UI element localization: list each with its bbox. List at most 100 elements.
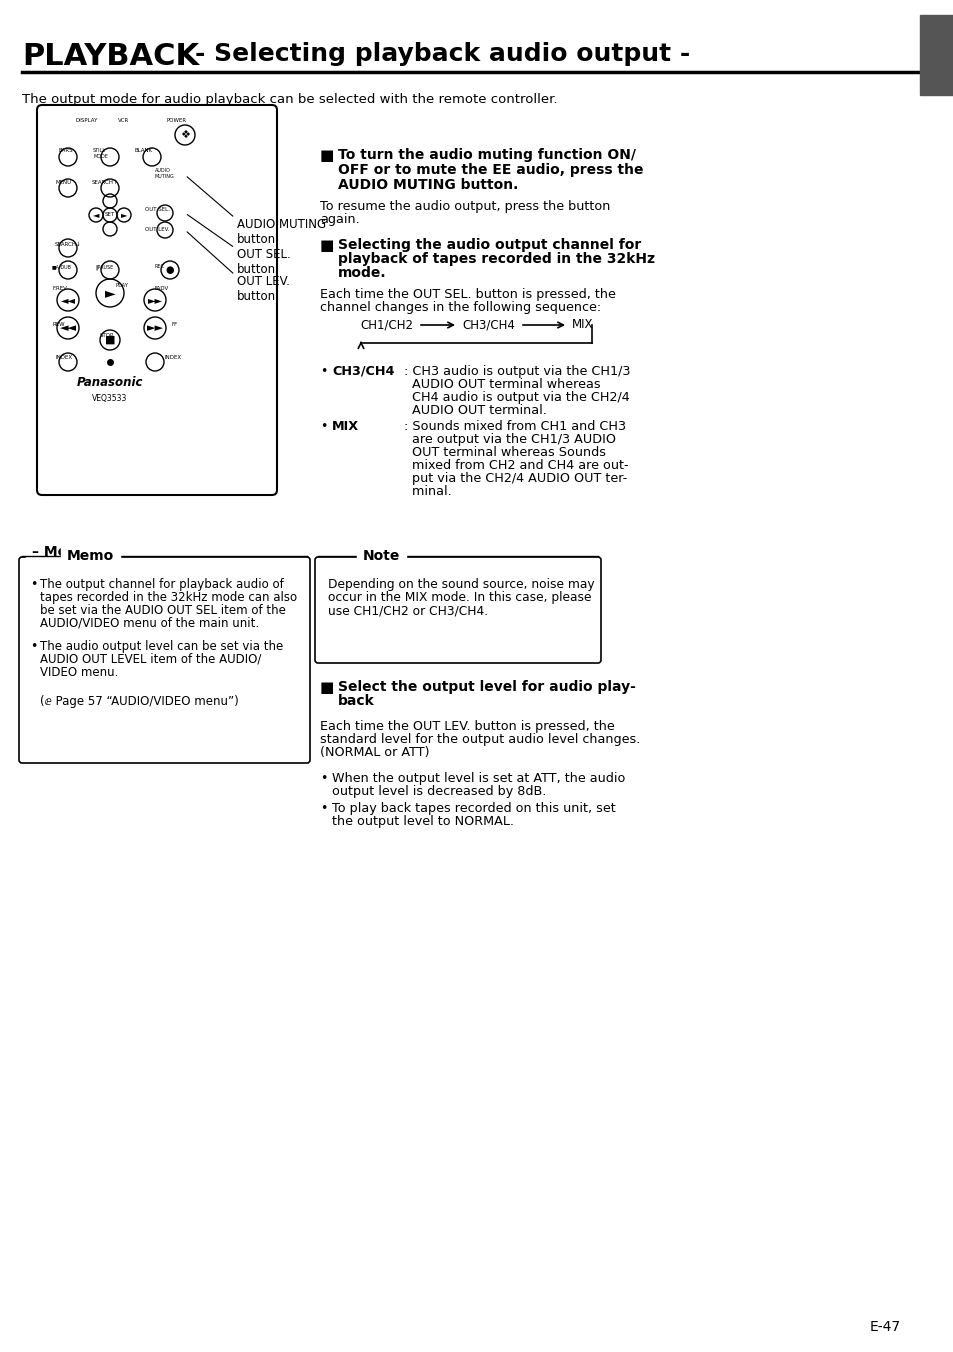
Text: SET: SET (105, 212, 115, 218)
Text: To play back tapes recorded on this unit, set: To play back tapes recorded on this unit… (332, 802, 615, 815)
Text: Select the output level for audio play-: Select the output level for audio play- (337, 680, 636, 694)
Text: – Memo –: – Memo – (32, 545, 103, 558)
Text: ►: ► (105, 287, 115, 300)
Text: POWER: POWER (167, 118, 187, 123)
Text: mode.: mode. (337, 266, 386, 280)
Text: Memo: Memo (67, 549, 114, 562)
Text: PLAY: PLAY (115, 283, 128, 288)
Text: ►►: ►► (147, 323, 163, 333)
Text: ►: ► (121, 211, 127, 219)
Text: OFF or to mute the EE audio, press the: OFF or to mute the EE audio, press the (337, 164, 643, 177)
Text: occur in the MIX mode. In this case, please: occur in the MIX mode. In this case, ple… (328, 591, 591, 604)
Text: SEARCH↑: SEARCH↑ (91, 180, 118, 185)
Text: playback of tapes recorded in the 32kHz: playback of tapes recorded in the 32kHz (337, 251, 655, 266)
Text: BARS: BARS (58, 147, 72, 153)
Text: OUT SEL.
button: OUT SEL. button (236, 247, 291, 276)
Text: AUDIO
MUTING: AUDIO MUTING (154, 168, 174, 178)
Text: FADV: FADV (154, 287, 169, 291)
Text: ■: ■ (319, 680, 334, 695)
Text: CH3/CH4: CH3/CH4 (332, 365, 395, 379)
Text: To resume the audio output, press the button: To resume the audio output, press the bu… (319, 200, 610, 214)
Text: F.REV: F.REV (52, 287, 67, 291)
Text: •: • (319, 365, 327, 379)
Text: mixed from CH2 and CH4 are out-: mixed from CH2 and CH4 are out- (403, 458, 628, 472)
Text: ■: ■ (319, 238, 334, 253)
Text: •: • (319, 802, 327, 815)
Text: STILL
MODE: STILL MODE (92, 147, 108, 158)
Text: INDEX: INDEX (55, 356, 72, 360)
Text: Note: Note (363, 549, 400, 562)
Text: AUDIO OUT terminal.: AUDIO OUT terminal. (403, 404, 546, 416)
Text: •: • (30, 639, 37, 653)
Text: STOP: STOP (100, 333, 114, 338)
Text: minal.: minal. (403, 485, 452, 498)
Text: ■: ■ (319, 147, 334, 164)
Text: OUT terminal whereas Sounds: OUT terminal whereas Sounds (403, 446, 605, 458)
Text: AUDIO OUT terminal whereas: AUDIO OUT terminal whereas (403, 379, 600, 391)
Text: Panasonic: Panasonic (76, 376, 143, 388)
Text: OUT LEV.
button: OUT LEV. button (236, 274, 290, 303)
Text: Depending on the sound source, noise may: Depending on the sound source, noise may (328, 579, 594, 591)
FancyBboxPatch shape (19, 557, 310, 763)
Text: The output channel for playback audio of: The output channel for playback audio of (40, 579, 283, 591)
Text: AUDIO MUTING button.: AUDIO MUTING button. (337, 178, 517, 192)
Bar (919, 15, 953, 95)
Text: put via the CH2/4 AUDIO OUT ter-: put via the CH2/4 AUDIO OUT ter- (403, 472, 626, 485)
Text: BLANK: BLANK (135, 147, 153, 153)
Text: OUT LEV.: OUT LEV. (145, 227, 170, 233)
Text: CH3/CH4: CH3/CH4 (461, 319, 515, 331)
Text: •: • (30, 579, 37, 591)
FancyBboxPatch shape (314, 557, 600, 662)
Text: To turn the audio muting function ON/: To turn the audio muting function ON/ (337, 147, 636, 162)
Text: standard level for the output audio level changes.: standard level for the output audio leve… (319, 733, 639, 746)
Text: again.: again. (319, 214, 359, 226)
Text: ◄: ◄ (92, 211, 99, 219)
Text: CH4 audio is output via the CH2/4: CH4 audio is output via the CH2/4 (403, 391, 629, 404)
Text: output level is decreased by 8dB.: output level is decreased by 8dB. (332, 786, 546, 798)
Text: CH1/CH2: CH1/CH2 (359, 319, 413, 331)
Text: VIDEO menu.: VIDEO menu. (40, 667, 118, 679)
Text: AUDIO OUT LEVEL item of the AUDIO/: AUDIO OUT LEVEL item of the AUDIO/ (40, 653, 261, 667)
Text: ■A.DUB: ■A.DUB (52, 264, 71, 269)
Text: - Selecting playback audio output -: - Selecting playback audio output - (194, 42, 690, 66)
Text: SEARCH↓: SEARCH↓ (55, 242, 82, 247)
Text: channel changes in the following sequence:: channel changes in the following sequenc… (319, 301, 600, 314)
Text: AUDIO/VIDEO menu of the main unit.: AUDIO/VIDEO menu of the main unit. (40, 617, 259, 630)
Text: be set via the AUDIO OUT SEL item of the: be set via the AUDIO OUT SEL item of the (40, 604, 286, 617)
Text: ►►: ►► (148, 295, 162, 306)
Text: OUT SEL.: OUT SEL. (145, 207, 170, 212)
Text: ◄◄: ◄◄ (60, 295, 75, 306)
Text: MIX: MIX (332, 420, 358, 433)
Text: ❖: ❖ (180, 130, 190, 141)
Text: (NORMAL or ATT): (NORMAL or ATT) (319, 746, 429, 758)
Text: : Sounds mixed from CH1 and CH3: : Sounds mixed from CH1 and CH3 (403, 420, 625, 433)
Text: REC: REC (154, 264, 165, 269)
Text: •: • (319, 772, 327, 786)
Text: ●: ● (166, 265, 174, 274)
Text: DISPLAY: DISPLAY (75, 118, 97, 123)
Text: FF: FF (172, 322, 178, 327)
Text: PLAYBACK: PLAYBACK (22, 42, 199, 72)
Text: back: back (337, 694, 375, 708)
Text: MIX: MIX (572, 319, 593, 331)
FancyBboxPatch shape (37, 105, 276, 495)
Text: MENU: MENU (55, 180, 71, 185)
Text: : CH3 audio is output via the CH1/3: : CH3 audio is output via the CH1/3 (403, 365, 630, 379)
Text: ‖PAUSE: ‖PAUSE (95, 264, 113, 269)
Text: Selecting the audio output channel for: Selecting the audio output channel for (337, 238, 640, 251)
Text: REW: REW (52, 322, 65, 327)
Text: •: • (319, 420, 327, 433)
Text: tapes recorded in the 32kHz mode can also: tapes recorded in the 32kHz mode can als… (40, 591, 296, 604)
Text: E-47: E-47 (869, 1320, 901, 1334)
Text: AUDIO MUTING
button: AUDIO MUTING button (236, 218, 326, 246)
Text: VCR: VCR (118, 118, 129, 123)
Text: (ⅇ Page 57 “AUDIO/VIDEO menu”): (ⅇ Page 57 “AUDIO/VIDEO menu”) (40, 695, 238, 708)
Text: ■: ■ (105, 335, 115, 345)
Text: The audio output level can be set via the: The audio output level can be set via th… (40, 639, 283, 653)
Text: INDEX: INDEX (165, 356, 182, 360)
Text: ◄◄: ◄◄ (59, 323, 76, 333)
Text: When the output level is set at ATT, the audio: When the output level is set at ATT, the… (332, 772, 625, 786)
Text: The output mode for audio playback can be selected with the remote controller.: The output mode for audio playback can b… (22, 93, 557, 105)
Text: VEQ3533: VEQ3533 (92, 393, 128, 403)
Text: are output via the CH1/3 AUDIO: are output via the CH1/3 AUDIO (403, 433, 616, 446)
